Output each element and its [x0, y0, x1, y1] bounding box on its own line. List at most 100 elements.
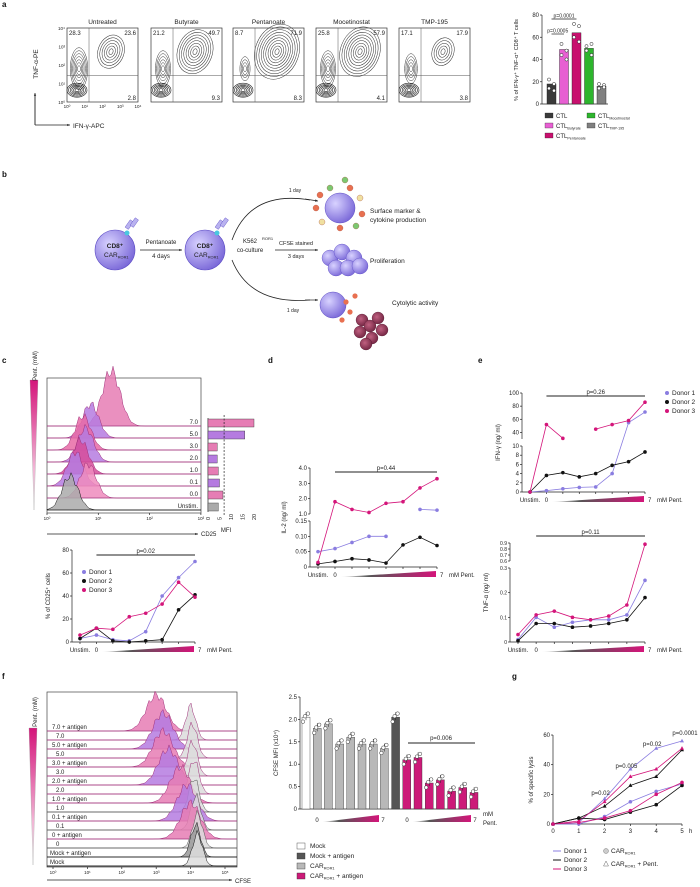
x-unit-label: mM	[483, 812, 493, 818]
contour-ring	[152, 83, 170, 97]
contour-ring	[239, 87, 247, 94]
legend-label: Donor 3	[564, 866, 588, 873]
contour-ring	[318, 85, 334, 96]
series-line-donor-3	[517, 544, 646, 635]
y-tick-label: 2	[516, 481, 520, 487]
contour-ring	[76, 62, 82, 75]
legend-label: CARROR1	[310, 863, 335, 871]
data-point	[552, 625, 557, 629]
data-point	[588, 618, 593, 622]
contour-ring	[73, 56, 85, 81]
y-tick-label: 0	[547, 822, 551, 828]
data-point	[435, 543, 439, 548]
data-point	[384, 501, 388, 506]
legend-label: CTL	[556, 114, 568, 120]
legend-swatch	[544, 122, 554, 129]
pvalue-label: p=0.006	[430, 736, 453, 742]
x-tick-label: 10³	[117, 104, 124, 109]
data-point	[602, 85, 606, 90]
mfi-bar	[207, 502, 219, 512]
data-point	[584, 48, 589, 53]
contour-ring	[343, 32, 377, 72]
contour-ring	[346, 34, 374, 69]
legend-label-base: CTL	[556, 124, 568, 130]
contour-ring	[350, 40, 370, 64]
data-point	[314, 725, 319, 730]
legend-label: Donor 3	[672, 408, 696, 415]
y-tick-label: 0.9	[500, 541, 507, 547]
series-line-donor-2	[79, 594, 196, 643]
triangle-marker	[654, 766, 659, 771]
contour-ring	[153, 85, 169, 96]
histogram-row-label: 0	[56, 842, 60, 848]
data-point	[381, 745, 386, 750]
mfi-bar	[207, 418, 255, 428]
y-tick-label: 60	[532, 35, 539, 41]
bar-3	[584, 48, 594, 105]
cfse-bar	[301, 716, 311, 810]
x-tick-label: 4	[655, 829, 659, 835]
contour-ring	[161, 65, 165, 72]
cell-label-car-base: CAR	[104, 252, 118, 259]
data-point	[643, 542, 647, 546]
contour-ring	[440, 48, 446, 55]
data-point	[347, 734, 352, 739]
legend-marker	[665, 391, 669, 395]
tumor-cell-icon	[375, 323, 389, 337]
data-point	[473, 786, 479, 791]
data-point	[333, 559, 337, 564]
data-point	[564, 48, 569, 53]
data-point	[127, 640, 132, 644]
x-tick-label: 10⁴	[135, 104, 142, 109]
cell-label-car-sub: ROR1	[118, 255, 129, 260]
histogram-row-label: 1.0	[190, 468, 199, 474]
quadrant-lr-value: 4.1	[377, 96, 386, 102]
contour-ring	[243, 65, 247, 72]
panel-label-b: b	[2, 170, 7, 179]
legend-label-sub: Pentanoate	[567, 137, 585, 141]
contour-ring	[99, 37, 123, 66]
data-point	[401, 762, 406, 767]
histogram-row-label: 7.0	[190, 420, 199, 426]
cytokine-icon	[341, 176, 349, 184]
data-point	[451, 785, 456, 790]
y-tick-label: 40	[62, 594, 69, 600]
contour-ring	[267, 40, 287, 64]
contour-ring	[72, 53, 86, 84]
data-point	[552, 621, 557, 626]
histogram-row-label: 0 + antigen	[52, 833, 82, 839]
contour-ring	[192, 48, 198, 55]
contour-ring	[398, 82, 420, 98]
granule-icon	[339, 317, 345, 323]
pentanoate-gradient-wedge	[322, 815, 379, 822]
contour-ring	[101, 40, 121, 64]
histogram-row-label: 0.1 + antigen	[52, 815, 87, 821]
contour-ring	[183, 37, 207, 66]
cfse-duration: 3 days	[288, 254, 304, 260]
y-axis-label: % of IFN-γ⁺ TNF-α⁺ CD8⁺ T cells	[513, 19, 520, 101]
contour-ring	[433, 40, 453, 64]
bar-2	[571, 32, 582, 105]
y-tick-label: 3.0	[299, 481, 308, 487]
lysis-line	[552, 785, 683, 825]
pentanoate-arrow-head	[179, 248, 182, 252]
legend-label-base: CTL	[556, 134, 568, 140]
x-tick-label: 10⁰	[44, 516, 51, 521]
y-tick-label: 2.5	[289, 695, 298, 701]
legend-label-sub: Butyrate	[567, 127, 580, 131]
contour-ring	[406, 59, 416, 78]
y-tick-label: 1.0	[299, 512, 308, 518]
histogram-row-label: 2.0	[190, 456, 199, 462]
histogram-row-label: 5.0	[190, 432, 199, 438]
y-tick-label: 0	[304, 565, 308, 571]
contour-ring	[404, 53, 418, 84]
series-line-donor-2	[317, 536, 438, 565]
car-t-cell-icon-receptor-icon	[129, 217, 139, 228]
data-point	[143, 639, 148, 643]
legend-label-base: CAR	[611, 848, 625, 855]
legend-swatch	[544, 132, 554, 139]
flow-plot-title: Untreated	[88, 19, 117, 26]
y-axis-label: CFSE MFI (x10⁴)	[273, 730, 280, 776]
data-point	[334, 746, 339, 751]
